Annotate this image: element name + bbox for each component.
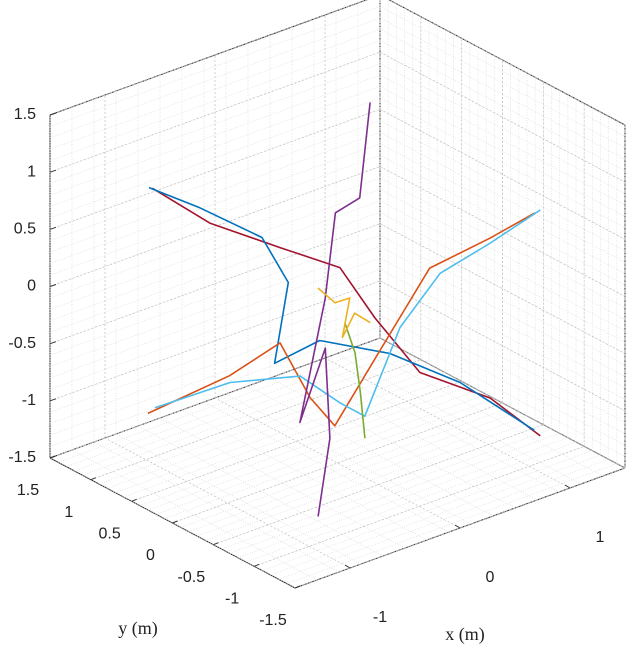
tick-mark <box>49 398 57 402</box>
y-tick-label: -1.5 <box>259 612 287 629</box>
minor-grid-line <box>139 385 470 506</box>
tick-mark <box>49 455 56 459</box>
grid <box>49 0 626 589</box>
minor-grid-line <box>115 372 446 493</box>
z-tick-label: 1.5 <box>14 106 36 123</box>
y-tick-label: 1.5 <box>17 482 39 499</box>
grid-line <box>49 166 381 287</box>
minor-grid-line <box>147 389 479 511</box>
grid-line <box>213 424 544 545</box>
z-tick-label: -0.5 <box>8 335 36 352</box>
minor-grid-line <box>66 346 397 467</box>
minor-grid-line <box>49 326 381 447</box>
y-tick-label: 0 <box>146 547 155 564</box>
z-tick-label: 0.5 <box>14 221 36 238</box>
minor-grid-line <box>49 6 381 127</box>
z-tick-label: -1.5 <box>8 449 36 466</box>
x-tick-label: 1 <box>596 529 605 546</box>
grid-line <box>172 402 503 524</box>
grid-line <box>49 0 368 116</box>
tick-mark <box>344 564 351 569</box>
trajectory <box>317 287 371 339</box>
y-axis-label: y (m) <box>118 618 158 639</box>
x-tick-label: -1 <box>373 609 387 626</box>
minor-grid-line <box>164 398 495 519</box>
z-tick-label: -1 <box>22 392 36 409</box>
minor-grid-line <box>196 415 528 537</box>
minor-grid-line <box>49 143 381 264</box>
minor-grid-line <box>49 74 381 196</box>
minor-grid-line <box>270 454 601 576</box>
tick-mark <box>49 169 57 173</box>
minor-grid-line <box>49 303 381 424</box>
tick-mark <box>90 477 97 481</box>
minor-grid-line <box>49 246 381 367</box>
grid-line <box>90 359 421 480</box>
minor-grid-line <box>49 86 381 207</box>
trajectory <box>299 102 371 517</box>
minor-grid-line <box>245 441 577 563</box>
x-tick-label: 0 <box>486 569 495 586</box>
trajectory <box>147 212 536 427</box>
minor-grid-line <box>49 63 381 184</box>
trajectory <box>148 186 535 431</box>
tick-mark <box>49 284 57 287</box>
tick-mark <box>49 341 57 345</box>
grid-line <box>49 223 381 344</box>
tick-mark <box>172 520 178 524</box>
trajectories <box>147 102 541 517</box>
grid-line <box>131 381 462 502</box>
tick-mark <box>454 524 461 529</box>
grid-line <box>49 337 381 459</box>
tick-mark <box>213 542 219 546</box>
minor-grid-line <box>49 314 381 436</box>
minor-grid-line <box>221 428 552 550</box>
tick-mark <box>294 585 301 589</box>
z-tick-label: 0 <box>27 278 36 295</box>
tick-mark <box>49 112 57 116</box>
minor-grid-line <box>123 376 454 498</box>
y-tick-label: -1 <box>225 591 239 608</box>
trajectory <box>344 322 366 439</box>
y-tick-label: -0.5 <box>178 569 206 586</box>
minor-grid-line <box>49 234 381 356</box>
y-tick-label: 0.5 <box>99 526 121 543</box>
y-tick-label: 1 <box>64 504 73 521</box>
tick-mark <box>131 498 137 502</box>
tick-mark <box>564 484 571 489</box>
x-axis-label: x (m) <box>445 624 485 645</box>
grid-line <box>294 467 626 589</box>
minor-grid-line <box>278 459 609 580</box>
labels: x (m) y (m) -1.5 -1 -0.5 0 0.5 1 1.5 -1 0 1 -1.5 -1… <box>8 106 604 645</box>
z-tick-label: 1 <box>27 163 36 180</box>
tick-mark <box>49 226 57 230</box>
grid-line <box>254 446 585 567</box>
tick-mark <box>253 563 260 567</box>
trajectory <box>154 209 541 417</box>
